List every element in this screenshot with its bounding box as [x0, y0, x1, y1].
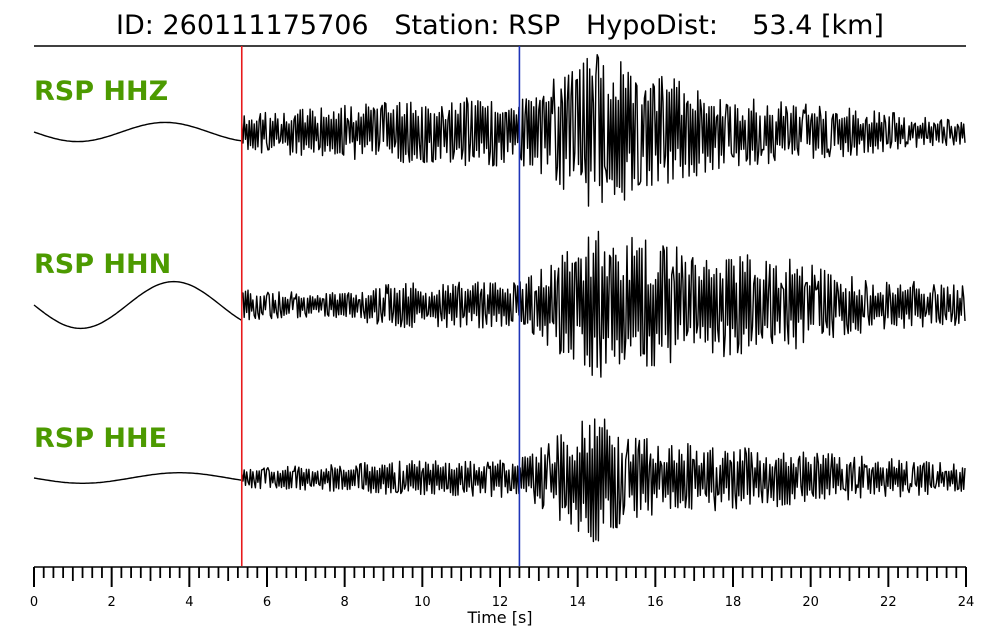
x-tick-label: 16 [647, 595, 664, 610]
channel-label-rsp-hhe: RSP HHE [34, 423, 167, 454]
x-tick-label: 14 [569, 595, 586, 610]
chart-title: ID: 260111175706 Station: RSP HypoDist: … [116, 10, 884, 41]
x-tick-label: 0 [30, 595, 38, 610]
x-tick-label: 12 [492, 595, 509, 610]
x-tick-label: 18 [725, 595, 742, 610]
trace-rsp-hhn [33, 230, 966, 378]
x-tick-label: 4 [185, 595, 193, 610]
traces-layer [33, 54, 966, 543]
channel-label-rsp-hhn: RSP HHN [34, 249, 171, 280]
x-tick-label: 20 [802, 595, 819, 610]
x-tick-label: 6 [263, 595, 271, 610]
channel-labels-layer: RSP HHZ RSP HHN RSP HHE [34, 76, 171, 454]
x-tick-label: 22 [880, 595, 897, 610]
x-tick-label: 24 [958, 595, 975, 610]
x-tick-label: 10 [414, 595, 431, 610]
trace-rsp-hhz [33, 54, 966, 207]
picks-layer [240, 46, 521, 566]
channel-label-rsp-hhz: RSP HHZ [34, 76, 168, 107]
x-tick-label: 8 [341, 595, 349, 610]
x-axis-title: Time [s] [466, 608, 532, 627]
trace-rsp-hhe [33, 418, 966, 543]
x-tick-label: 2 [108, 595, 116, 610]
